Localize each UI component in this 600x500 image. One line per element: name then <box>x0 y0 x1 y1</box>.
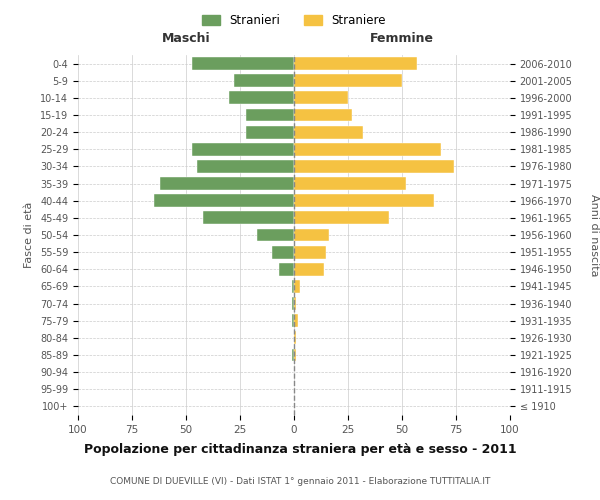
Bar <box>292 348 294 362</box>
Bar <box>294 160 454 173</box>
Bar <box>247 108 294 122</box>
Bar <box>257 228 294 241</box>
Bar <box>294 143 441 156</box>
Bar <box>279 263 294 276</box>
Bar <box>294 263 324 276</box>
Bar <box>292 280 294 293</box>
Bar <box>233 74 294 87</box>
Bar <box>294 92 348 104</box>
Bar <box>294 212 389 224</box>
Text: COMUNE DI DUEVILLE (VI) - Dati ISTAT 1° gennaio 2011 - Elaborazione TUTTITALIA.I: COMUNE DI DUEVILLE (VI) - Dati ISTAT 1° … <box>110 476 490 486</box>
Bar <box>229 92 294 104</box>
Bar <box>247 126 294 138</box>
Bar <box>294 348 296 362</box>
Bar <box>154 194 294 207</box>
Bar <box>294 297 296 310</box>
Text: Maschi: Maschi <box>161 32 211 44</box>
Bar <box>197 160 294 173</box>
Bar <box>294 332 296 344</box>
Bar <box>294 280 301 293</box>
Bar <box>160 177 294 190</box>
Bar <box>294 314 298 327</box>
Bar <box>294 228 329 241</box>
Bar <box>294 246 326 258</box>
Bar <box>294 126 363 138</box>
Bar <box>294 194 434 207</box>
Bar <box>193 57 294 70</box>
Bar <box>294 177 406 190</box>
Bar <box>203 212 294 224</box>
Bar <box>292 314 294 327</box>
Bar <box>292 297 294 310</box>
Bar <box>272 246 294 258</box>
Text: Femmine: Femmine <box>370 32 434 44</box>
Y-axis label: Anni di nascita: Anni di nascita <box>589 194 599 276</box>
Text: Popolazione per cittadinanza straniera per età e sesso - 2011: Popolazione per cittadinanza straniera p… <box>83 442 517 456</box>
Y-axis label: Fasce di età: Fasce di età <box>25 202 34 268</box>
Bar <box>294 57 417 70</box>
Bar <box>294 108 352 122</box>
Bar <box>193 143 294 156</box>
Bar <box>294 74 402 87</box>
Legend: Stranieri, Straniere: Stranieri, Straniere <box>202 14 386 27</box>
